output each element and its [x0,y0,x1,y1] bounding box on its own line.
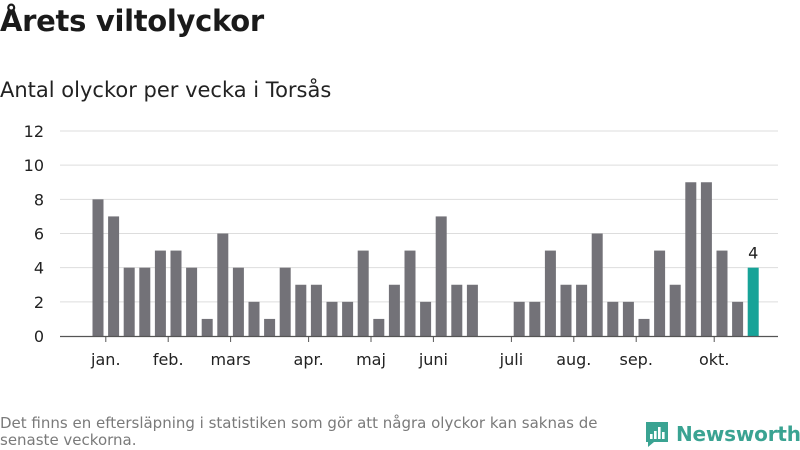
bar [576,284,588,336]
bar [357,250,369,336]
bar [186,267,198,336]
bar [123,267,135,336]
x-tick-label: apr. [294,350,324,369]
bar [342,301,354,336]
x-tick-label: jan. [90,350,120,369]
brand-name: Newsworthy [676,422,800,446]
x-axis-ticks: jan. feb. mars apr. maj juni juli aug. sep. okt. [90,336,729,369]
data-labels: 4 [748,244,758,263]
y-tick-label: 12 [24,122,44,141]
bar [388,284,400,336]
bar [420,301,432,336]
x-tick-label: aug. [556,350,591,369]
x-tick-label: juli [499,350,523,369]
x-tick-label: maj [356,350,386,369]
bar [154,250,166,336]
y-tick-label: 8 [34,190,44,209]
bar [591,233,603,336]
bar [700,182,712,336]
bar [529,301,541,336]
bar [373,318,385,336]
bar [264,318,276,336]
x-tick-label: sep. [619,350,652,369]
bar [139,267,151,336]
bar [732,301,744,336]
bar [544,250,556,336]
data-label: 4 [748,244,758,263]
bar [622,301,634,336]
bar [560,284,572,336]
bar [326,301,338,336]
bar [248,301,260,336]
bar [217,233,229,336]
bar-chart: 0 2 4 6 8 10 12 jan. feb. mars apr. maj juni juli aug… [24,122,778,369]
bar [108,216,120,336]
x-tick-label: okt. [699,350,729,369]
newsworthy-logo-icon [646,422,668,447]
bar [404,250,416,336]
bar [466,284,478,336]
bars [92,182,759,336]
y-tick-label: 10 [24,156,44,175]
y-tick-label: 4 [34,259,44,278]
bar [513,301,525,336]
bar [170,250,182,336]
bar [716,250,728,336]
bar [232,267,244,336]
bar [654,250,666,336]
bar-highlight [747,267,759,336]
chart-title: Årets viltolyckor [0,4,264,38]
y-tick-label: 6 [34,225,44,244]
bar [310,284,322,336]
x-tick-label: feb. [153,350,184,369]
bar [295,284,307,336]
bar [201,318,213,336]
chart-subtitle: Antal olyckor per vecka i Torsås [0,78,332,102]
x-tick-label: mars [210,350,250,369]
y-axis-ticks: 0 2 4 6 8 10 12 [24,122,44,346]
bar [435,216,447,336]
bar [638,318,650,336]
x-tick-label: juni [418,350,448,369]
bar [279,267,291,336]
y-tick-label: 0 [34,327,44,346]
bar [607,301,619,336]
footnote: Det finns en eftersläpning i statistiken… [0,414,598,449]
brand-logo: Newsworthy [644,418,800,450]
grid-lines [60,130,778,303]
bar [685,182,697,336]
bar [92,199,104,336]
y-tick-label: 2 [34,293,44,312]
bar [669,284,681,336]
bar [451,284,463,336]
